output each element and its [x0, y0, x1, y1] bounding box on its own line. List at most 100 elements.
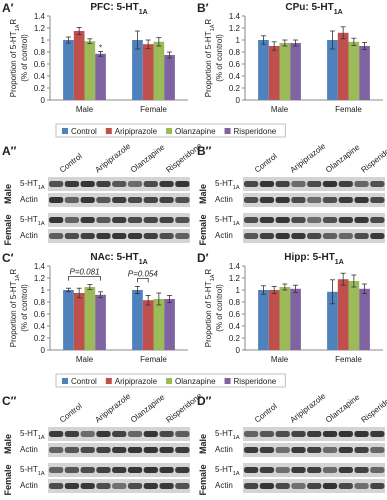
text-part: 5-HT [20, 179, 38, 188]
band-label: 5-HT1A [215, 429, 240, 441]
bar [132, 290, 143, 350]
blot-band [244, 181, 259, 187]
annotation-bracket [137, 278, 149, 283]
text-part: 5-HT [215, 429, 233, 438]
lane-label: Olanzapine [129, 142, 167, 174]
subscript: 1A [210, 24, 216, 31]
blot-band [307, 233, 322, 239]
error-bar [167, 294, 173, 304]
y-tick-label: 0 [41, 346, 46, 355]
y-tick-label: 0.4 [229, 72, 241, 81]
bar [327, 291, 338, 350]
panel-label: C′ [2, 251, 14, 265]
y-axis-title-line: Proportion of 5-HT1AR [9, 269, 21, 348]
bar [153, 299, 165, 350]
blot-band [49, 197, 64, 203]
blot-band [354, 447, 369, 453]
blot-band [64, 217, 80, 223]
text-part: Proportion of 5-HT [9, 281, 18, 347]
legend-swatch [105, 378, 112, 384]
y-tick-label: 1.2 [229, 274, 241, 283]
blot-band [291, 483, 306, 489]
blot-band [127, 181, 143, 187]
blot-band [307, 447, 322, 453]
y-axis-title-line: Proportion of 5-HT1AR [9, 19, 21, 98]
bar [153, 41, 165, 100]
y-tick-label: 0.6 [34, 310, 46, 319]
y-tick-label: 0.6 [229, 60, 241, 69]
band-label: Actin [215, 195, 233, 204]
blot-band [275, 217, 290, 223]
text-part: 5-HT [20, 215, 38, 224]
row-label: Male [3, 434, 13, 454]
band-label: 5-HT1A [215, 215, 240, 227]
blot-band [275, 233, 290, 239]
y-tick-label: 0.2 [229, 84, 241, 93]
error-bar [351, 37, 357, 46]
subscript: 1A [233, 185, 240, 191]
annotation-bracket [68, 276, 101, 281]
text-part: CPu: 5-HT [285, 2, 333, 13]
bar [142, 300, 154, 350]
blot-band [307, 483, 322, 489]
blot-band [370, 467, 385, 473]
blot-band [143, 467, 158, 473]
bar [164, 55, 175, 100]
blot-band [127, 431, 143, 437]
x-tick-label: Male [76, 355, 94, 364]
y-axis-title: Proportion of 5-HT1AR(% of control) [204, 269, 224, 348]
blot-band [259, 431, 275, 437]
blot-band [64, 197, 80, 203]
band-label: 5-HT1A [215, 465, 240, 477]
y-tick-label: 1 [41, 36, 46, 45]
y-tick-label: 0 [236, 96, 241, 105]
blot-band [275, 197, 290, 203]
blot-band [322, 233, 338, 239]
lane-label: Risperidone [359, 391, 387, 425]
legend-swatch [224, 378, 231, 384]
blot-band [49, 467, 64, 473]
y-tick-label: 1.4 [229, 12, 241, 21]
blot-band [143, 447, 158, 453]
panel-label: A′ [2, 1, 14, 15]
y-tick-label: 1.4 [229, 262, 241, 271]
subscript: 1A [38, 435, 45, 441]
blot-band [80, 483, 95, 489]
blot-band [338, 197, 353, 203]
bar [84, 287, 96, 350]
error-bar [293, 39, 299, 47]
text-part: 5-HT [20, 429, 38, 438]
error-bar [329, 279, 335, 305]
blot-band [370, 447, 385, 453]
blot-band [64, 467, 80, 473]
error-bar [282, 283, 288, 291]
blot-band [259, 217, 275, 223]
error-bar [340, 26, 346, 40]
blot-band [159, 447, 174, 453]
lane-label: Olanzapine [324, 392, 362, 424]
blot-band [275, 181, 290, 187]
blot-band [291, 181, 306, 187]
blot-band [354, 217, 369, 223]
band-label: Actin [215, 481, 233, 490]
blot-band [259, 197, 275, 203]
error-bar [65, 36, 71, 44]
error-bar [134, 285, 140, 295]
blot-band [338, 483, 353, 489]
text-part: R [9, 269, 18, 275]
y-axis-title: Proportion of 5-HT1AR(% of control) [9, 19, 29, 98]
blot-band [127, 467, 143, 473]
row-label: Female [198, 214, 208, 245]
y-tick-label: 0.4 [229, 322, 241, 331]
blot-band [96, 197, 111, 203]
error-bar [98, 291, 104, 299]
subscript: 1A [38, 471, 45, 477]
blot-band [354, 483, 369, 489]
x-tick-label: Female [140, 105, 167, 114]
y-tick-label: 0.8 [229, 298, 241, 307]
error-bar [260, 285, 266, 295]
subscript: 1A [15, 274, 21, 281]
legend-label: Control [71, 377, 97, 386]
